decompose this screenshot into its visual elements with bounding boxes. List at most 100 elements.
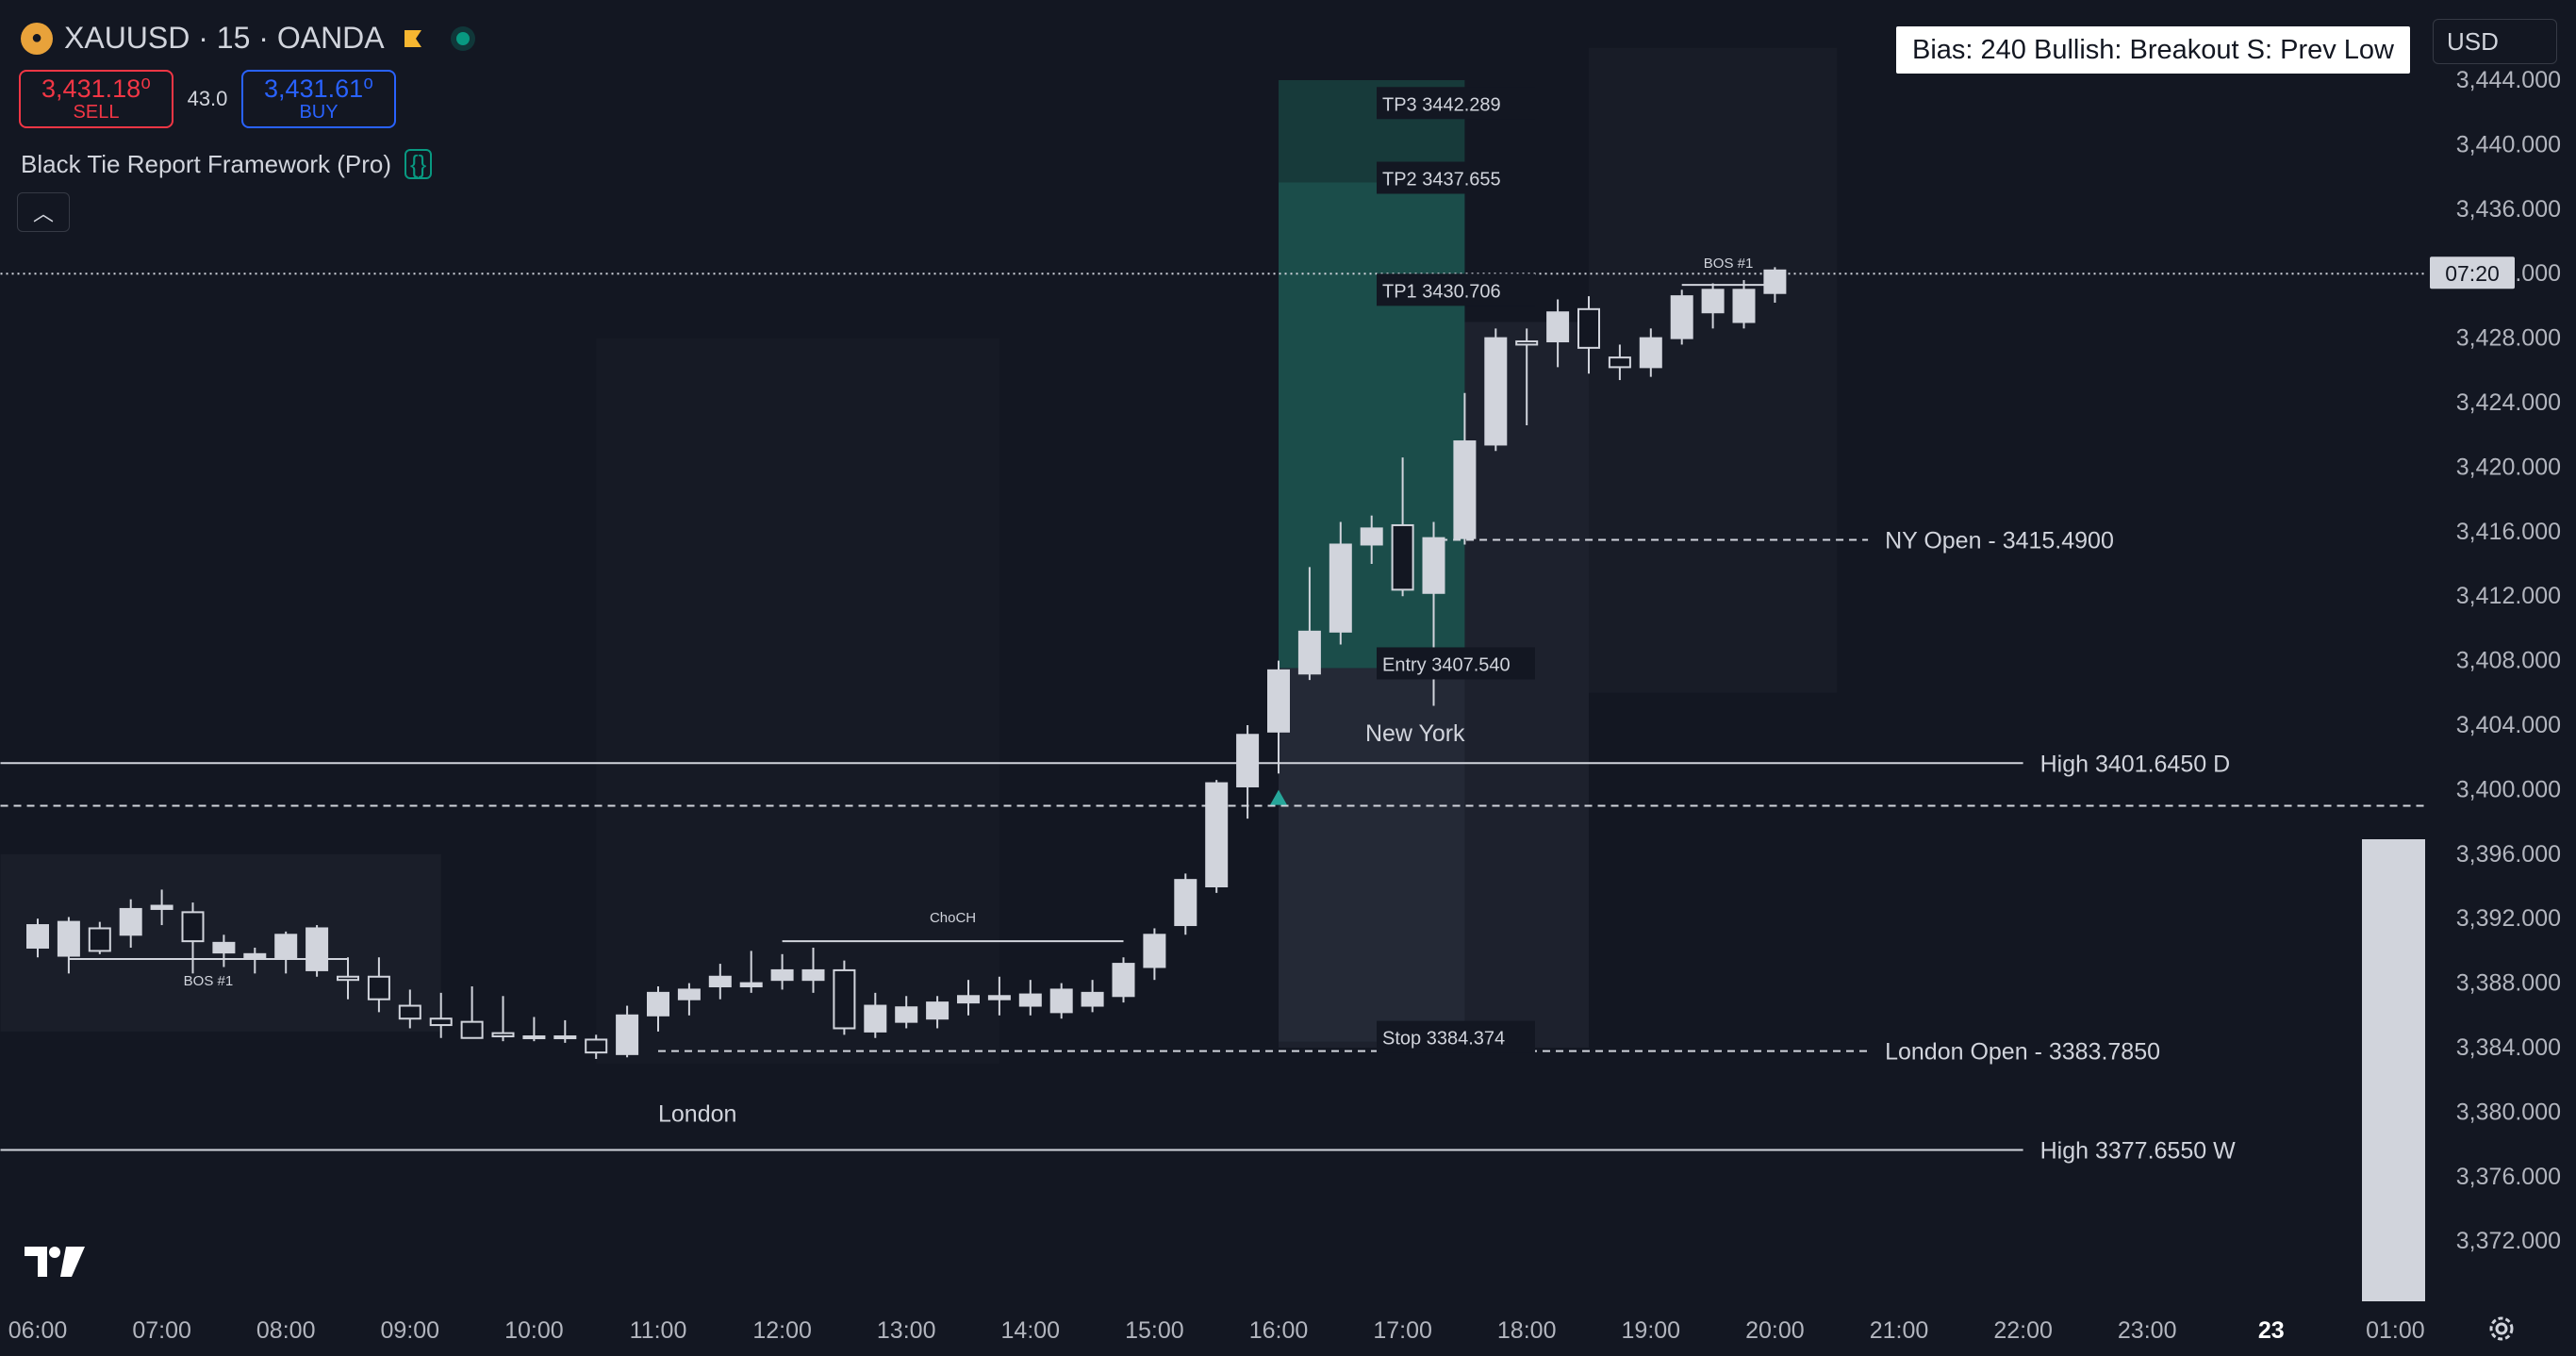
buy-label: BUY	[299, 101, 339, 123]
x-tick-14: 20:00	[1745, 1317, 1805, 1344]
y-tick-16: 3,380.000	[2456, 1099, 2561, 1125]
countdown-label: 07:20	[2445, 261, 2500, 286]
tradingview-logo-icon[interactable]	[25, 1243, 85, 1281]
candle-body-26	[833, 968, 856, 1030]
candle-body-8	[274, 934, 298, 959]
candle-body-38	[1205, 782, 1229, 887]
spread-value: 43.0	[187, 87, 228, 110]
indicator-name[interactable]: Black Tie Report Framework (Pro)	[21, 149, 391, 178]
volume-bar	[2362, 839, 2425, 1301]
sell-button[interactable]: 3,431.18⁰ SELL	[19, 70, 173, 128]
currency-select[interactable]: USD	[2433, 19, 2557, 64]
entry-label: Entry 3407.540	[1382, 654, 1511, 675]
candle-body-12	[398, 1004, 421, 1020]
candle-body-0	[26, 924, 49, 949]
candle-body-51	[1608, 356, 1631, 369]
y-tick-8: 3,412.000	[2456, 583, 2561, 609]
session-label-newyork: New York	[1365, 720, 1465, 747]
candle-body-39	[1236, 734, 1260, 787]
x-tick-17: 23:00	[2118, 1317, 2177, 1344]
candle-body-1	[57, 920, 80, 957]
chevron-up-icon: ︿	[32, 202, 54, 225]
london-session-box	[596, 338, 999, 1065]
x-tick-6: 12:00	[752, 1317, 812, 1344]
candle-body-36	[1143, 934, 1166, 968]
market-open-dot-icon	[455, 31, 470, 45]
sell-label: SELL	[73, 101, 120, 123]
x-tick-3: 09:00	[381, 1317, 440, 1344]
candle-body-7	[243, 952, 267, 959]
candle-body-22	[708, 975, 732, 988]
symbol-header[interactable]: ● XAUUSD · 15 · OANDA	[21, 21, 470, 56]
x-tick-12: 18:00	[1497, 1317, 1557, 1344]
flag-icon[interactable]	[402, 27, 424, 50]
candle-body-11	[367, 975, 390, 1000]
candle-body-41	[1297, 630, 1321, 675]
entry-label-bg	[1377, 647, 1535, 680]
candle-body-2	[88, 927, 111, 952]
tp2-label: TP2 3437.655	[1382, 169, 1501, 190]
candle-body-28	[895, 1006, 918, 1023]
stop-zone	[1279, 668, 1465, 1042]
gear-icon[interactable]	[2485, 1313, 2518, 1345]
trade-panel: 3,431.18⁰ SELL 43.0 3,431.61⁰ BUY	[19, 70, 396, 128]
candle-body-29	[926, 1001, 949, 1020]
stop-label-bg	[1377, 1020, 1535, 1053]
x-tick-7: 13:00	[877, 1317, 936, 1344]
candle-body-13	[429, 1017, 453, 1027]
y-tick-13: 3,392.000	[2456, 905, 2561, 932]
candle-body-42	[1329, 543, 1352, 633]
buy-price: 3,431.61⁰	[264, 74, 373, 104]
y-tick-5: 3,424.000	[2456, 389, 2561, 416]
y-tick-4: 3,428.000	[2456, 325, 2561, 352]
y-tick-1: 3,440.000	[2456, 131, 2561, 157]
indicator-legend[interactable]: Black Tie Report Framework (Pro) {}	[21, 149, 433, 179]
candle-body-32	[1018, 993, 1042, 1007]
structure-label-0: BOS #1	[184, 973, 234, 989]
level-label-2: NY Open - 3415.4900	[1885, 528, 2114, 554]
candle-body-43	[1360, 527, 1383, 546]
x-tick-19: 01:00	[2366, 1317, 2425, 1344]
candle-body-55	[1732, 289, 1756, 323]
y-tick-9: 3,408.000	[2456, 648, 2561, 674]
buy-signal-arrow	[1270, 789, 1287, 805]
candle-body-49	[1546, 311, 1570, 343]
candle-body-21	[677, 988, 701, 1000]
candle-body-25	[801, 968, 825, 982]
candle-body-30	[957, 995, 980, 1004]
y-tick-7: 3,416.000	[2456, 519, 2561, 545]
y-tick-10: 3,404.000	[2456, 712, 2561, 738]
x-tick-0: 06:00	[8, 1317, 68, 1344]
collapse-legend-button[interactable]: ︿	[17, 192, 70, 232]
candle-body-19	[616, 1014, 639, 1055]
candle-body-53	[1670, 295, 1693, 339]
candle-body-44	[1391, 523, 1414, 591]
candle-body-54	[1701, 289, 1725, 314]
structure-label-2: BOS #1	[1704, 256, 1754, 272]
level-label-1: High 3377.6550 W	[2040, 1137, 2236, 1164]
candle-body-3	[119, 907, 142, 936]
symbol-title[interactable]: XAUUSD · 15 · OANDA	[64, 21, 385, 55]
x-tick-1: 07:00	[132, 1317, 191, 1344]
y-tick-11: 3,400.000	[2456, 776, 2561, 802]
y-tick-15: 3,384.000	[2456, 1034, 2561, 1061]
buy-button[interactable]: 3,431.61⁰ BUY	[241, 70, 396, 128]
candle-body-34	[1081, 991, 1104, 1007]
candle-body-56	[1763, 269, 1787, 294]
candle-body-14	[460, 1020, 484, 1039]
y-tick-6: 3,420.000	[2456, 454, 2561, 480]
candle-body-40	[1267, 669, 1290, 733]
candle-body-24	[770, 968, 794, 982]
candle-body-35	[1112, 963, 1135, 998]
sell-price: 3,431.18⁰	[41, 74, 151, 104]
y-tick-18: 3,372.000	[2456, 1228, 2561, 1254]
tp3-label-bg	[1377, 87, 1535, 120]
x-tick-16: 22:00	[1993, 1317, 2053, 1344]
candle-body-33	[1049, 988, 1073, 1014]
x-tick-13: 19:00	[1622, 1317, 1681, 1344]
candle-body-18	[585, 1038, 608, 1054]
script-braces-icon[interactable]: {}	[404, 149, 433, 179]
y-tick-17: 3,376.000	[2456, 1164, 2561, 1190]
x-tick-8: 14:00	[1001, 1317, 1061, 1344]
